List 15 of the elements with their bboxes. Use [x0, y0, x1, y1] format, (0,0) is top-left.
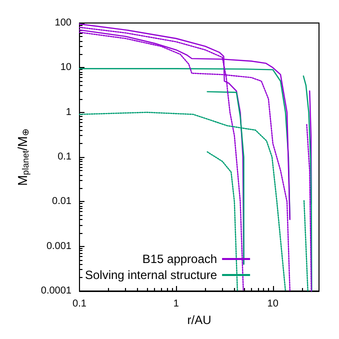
line-series [302, 75, 312, 292]
y-tick-label: 0.0001 [40, 286, 72, 296]
y-tick-label: 0.1 [58, 152, 72, 162]
x-tick-label: 1 [173, 298, 180, 310]
y-tick-label: 0.001 [46, 240, 72, 252]
y-tick-label: 0.01 [52, 196, 72, 208]
x-tick-label: 10 [267, 298, 279, 310]
legend-label: Solving internal structure [84, 268, 218, 282]
y-tick-label: 100 [54, 18, 72, 28]
x-axis-title: r/AU [187, 312, 212, 327]
legend-label: B15 approach [142, 252, 218, 266]
y-tick-label: 10 [60, 62, 72, 74]
x-tick-label: 0.1 [72, 298, 87, 310]
y-tick-label: 1 [66, 106, 72, 118]
y-axis-title: Mplanet/M⊕ [15, 128, 30, 186]
